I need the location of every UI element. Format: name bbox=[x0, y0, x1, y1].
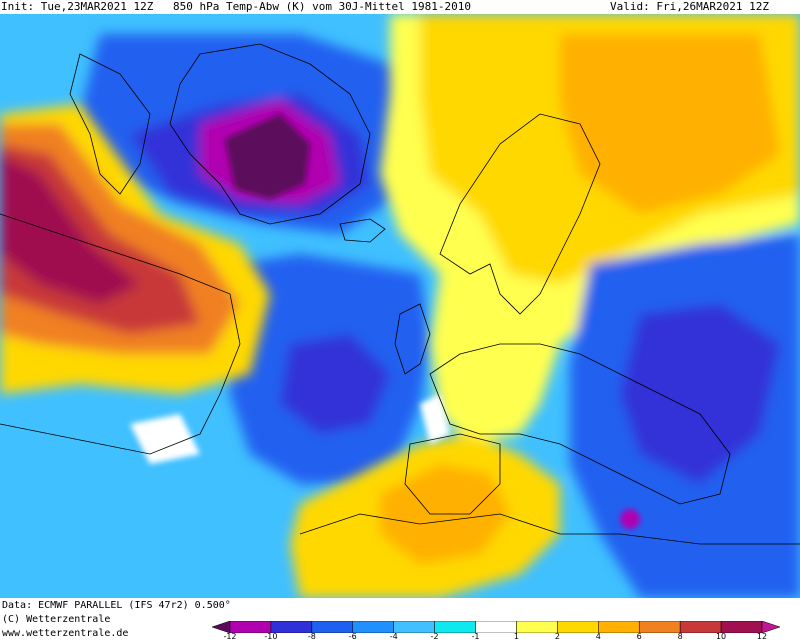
near-zero-patch bbox=[130, 414, 200, 464]
chart-footer: Data: ECMWF PARALLEL (IFS 47r2) 0.500° (… bbox=[0, 599, 800, 642]
data-source: Data: ECMWF PARALLEL (IFS 47r2) 0.500° bbox=[2, 600, 231, 611]
colorbar-tick-label: -2 bbox=[430, 632, 439, 641]
colorbar-tick-label: -4 bbox=[389, 632, 398, 641]
copyright: (C) Wetterzentrale bbox=[2, 614, 111, 625]
temperature-anomaly-map bbox=[0, 14, 800, 598]
colorbar bbox=[212, 621, 780, 633]
africa-cold-spot bbox=[620, 509, 640, 529]
colorbar-tick-label: -8 bbox=[307, 632, 316, 641]
colorbar-tick-label: 10 bbox=[715, 632, 727, 641]
colorbar-right-arrow bbox=[761, 621, 780, 633]
colorbar-tick-label: 1 bbox=[513, 632, 519, 641]
coastline-iberia bbox=[404, 433, 501, 515]
colorbar-tick-label: -1 bbox=[471, 632, 480, 641]
valid-time: Valid: Fri,26MAR2021 12Z bbox=[610, 0, 769, 13]
colorbar-tick-label: 12 bbox=[756, 632, 768, 641]
colorbar-tick-label: -6 bbox=[348, 632, 357, 641]
coastline-greenland bbox=[169, 43, 371, 225]
greenland-core-cold bbox=[225, 114, 310, 199]
chart-header: Init: Tue,23MAR2021 12Z 850 hPa Temp-Abw… bbox=[0, 0, 800, 14]
coastline-north-america bbox=[0, 213, 241, 455]
coastline-europe bbox=[429, 343, 731, 505]
chart-title: 850 hPa Temp-Abw (K) vom 30J-Mittel 1981… bbox=[173, 0, 472, 13]
coastline-labrador bbox=[69, 53, 151, 195]
atlantic-core-cold bbox=[280, 334, 390, 434]
coastline-iceland bbox=[339, 218, 386, 243]
coastline-africa bbox=[299, 513, 800, 545]
init-time: Init: Tue,23MAR2021 12Z bbox=[1, 0, 154, 13]
colorbar-tick-label: 4 bbox=[595, 632, 601, 641]
colorbar-tick-label: -12 bbox=[223, 632, 237, 641]
colorbar-tick-label: 2 bbox=[554, 632, 560, 641]
east-very-cold bbox=[620, 304, 780, 484]
coastline-british-isles bbox=[394, 303, 431, 375]
colorbar-tick-label: 6 bbox=[636, 632, 642, 641]
europe-warm-inner bbox=[560, 34, 780, 214]
colorbar-tick-label: 8 bbox=[677, 632, 683, 641]
coastline-scandinavia bbox=[439, 113, 601, 315]
website: www.wetterzentrale.de bbox=[2, 628, 129, 639]
near-zero-band bbox=[420, 394, 450, 444]
west-warm-core bbox=[0, 154, 140, 304]
colorbar-tick-label: -10 bbox=[264, 632, 278, 641]
